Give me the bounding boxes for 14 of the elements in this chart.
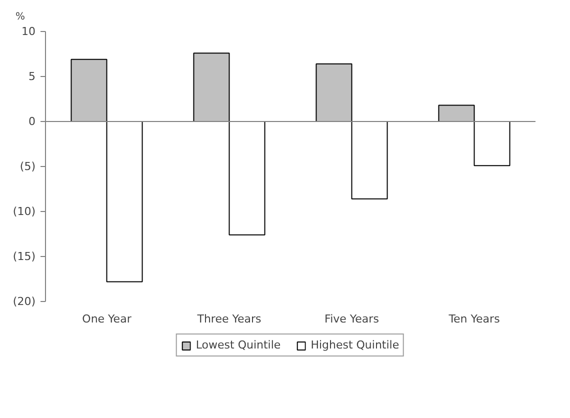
y-tick-label: 5 [28, 70, 36, 83]
y-tick-label: 10 [22, 25, 36, 38]
y-tick-label: (15) [12, 250, 36, 263]
y-axis-title: % [16, 12, 26, 22]
legend-label: Highest Quintile [310, 338, 400, 352]
y-tick-label: (10) [12, 205, 36, 218]
legend-label: Lowest Quintile [196, 338, 281, 352]
y-tick-label: 0 [28, 115, 36, 128]
x-tick-label: Three Years [196, 312, 262, 326]
y-tick-label: (20) [12, 295, 36, 308]
y-tick-label: (5) [20, 160, 36, 173]
x-tick-label: Ten Years [448, 312, 500, 326]
x-tick-label: Five Years [324, 312, 380, 326]
x-tick-label: One Year [82, 312, 132, 326]
